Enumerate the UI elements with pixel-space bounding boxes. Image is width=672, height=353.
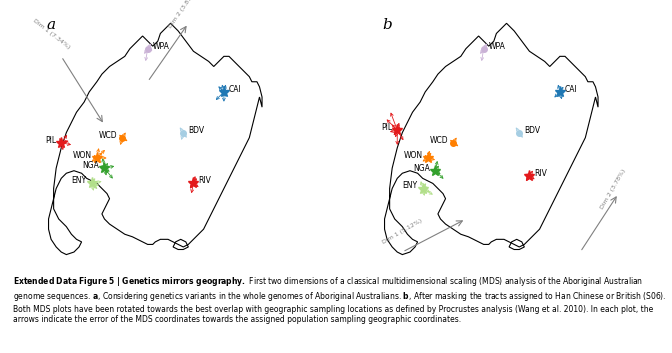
Text: WCD: WCD bbox=[99, 131, 117, 140]
Text: NGA: NGA bbox=[83, 161, 99, 170]
Text: CAI: CAI bbox=[565, 85, 578, 94]
Text: $\bf{Extended\ Data\ Figure\ 5\ |\ Genetics\ mirrors\ geography.}$ First two dim: $\bf{Extended\ Data\ Figure\ 5\ |\ Genet… bbox=[13, 275, 667, 324]
Text: a: a bbox=[46, 18, 55, 32]
Text: WPA: WPA bbox=[153, 42, 169, 51]
Text: PIL: PIL bbox=[381, 123, 392, 132]
Text: CAI: CAI bbox=[229, 85, 242, 94]
Text: ENY: ENY bbox=[71, 176, 87, 185]
Text: ENY: ENY bbox=[403, 181, 417, 191]
Text: WON: WON bbox=[73, 151, 92, 160]
Text: RIV: RIV bbox=[534, 169, 548, 178]
Text: Dim 1 (5.12%): Dim 1 (5.12%) bbox=[382, 219, 423, 245]
Text: WON: WON bbox=[404, 151, 423, 160]
Text: WPA: WPA bbox=[489, 42, 505, 51]
Text: b: b bbox=[382, 18, 392, 32]
Text: NGA: NGA bbox=[413, 164, 430, 173]
Text: RIV: RIV bbox=[198, 176, 212, 185]
Text: Dim 1 (7.34%): Dim 1 (7.34%) bbox=[32, 18, 71, 50]
Text: PIL: PIL bbox=[45, 136, 56, 145]
Text: BDV: BDV bbox=[188, 126, 204, 134]
Text: Dim 2 (3.78%): Dim 2 (3.78%) bbox=[600, 168, 627, 210]
Text: Dim 2 (3.87%): Dim 2 (3.87%) bbox=[168, 0, 198, 29]
Text: BDV: BDV bbox=[524, 126, 540, 134]
Text: WCD: WCD bbox=[429, 136, 448, 145]
